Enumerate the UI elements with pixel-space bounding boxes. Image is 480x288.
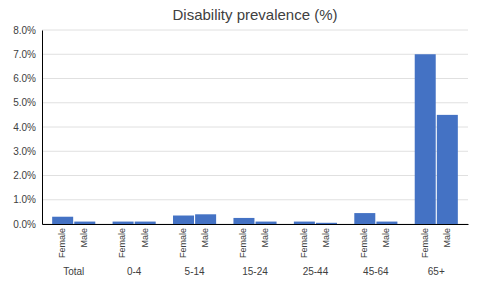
y-tick-label: 6.0% [13, 73, 36, 84]
x-tick-label: 65+ [428, 266, 445, 277]
grid-line [42, 102, 468, 103]
bar [74, 222, 95, 224]
y-tick: 3.0% [13, 146, 42, 157]
series-label: Male [260, 228, 270, 248]
y-tick-label: 1.0% [13, 194, 36, 205]
bar [437, 115, 458, 224]
y-tick: 1.0% [13, 194, 42, 205]
title: Disability prevalence (%) [172, 6, 337, 23]
y-tick: 8.0% [13, 25, 42, 36]
series-label: Male [381, 228, 391, 248]
bar [52, 217, 73, 224]
y-tick-label: 0.0% [13, 219, 36, 230]
y-tick-label: 2.0% [13, 170, 36, 181]
grid-line [42, 151, 468, 152]
x-tick-label: 5-14 [185, 266, 205, 277]
bar [173, 216, 194, 224]
series-label: Female [117, 228, 127, 258]
y-tick-label: 8.0% [13, 25, 36, 36]
series-label: Male [200, 228, 210, 248]
series-label: Male [140, 228, 150, 248]
y-tick: 2.0% [13, 170, 42, 181]
y-tick-label: 4.0% [13, 122, 36, 133]
bar [256, 222, 277, 224]
grid-line [42, 199, 468, 200]
bar [316, 223, 337, 224]
series-label: Male [79, 228, 89, 248]
x-tick-label: Total [63, 266, 84, 277]
y-tick: 7.0% [13, 49, 42, 60]
series-labels: Female Male Female Male Female Male Female Male… [57, 228, 452, 258]
plot: 0.0% 1.0% 2.0% 3.0% 4.0% 5.0% 6.0% 7.0% 8.0% Tota… [13, 25, 468, 277]
bar [354, 213, 375, 224]
grid-line [42, 127, 468, 128]
bar [135, 222, 156, 224]
y-tick: 5.0% [13, 97, 42, 108]
bar [294, 222, 315, 224]
y-axis: 0.0% 1.0% 2.0% 3.0% 4.0% 5.0% 6.0% 7.0% 8.0% [13, 25, 42, 230]
bar-series [74, 115, 458, 224]
y-tick-label: 3.0% [13, 146, 36, 157]
bar [233, 218, 254, 224]
grid-line [42, 30, 468, 31]
bar [113, 222, 134, 224]
series-label: Female [57, 228, 67, 258]
bar [195, 214, 216, 224]
chart: 0.0% 1.0% 2.0% 3.0% 4.0% 5.0% 6.0% 7.0% 8.0% Tota… [0, 0, 480, 288]
bar-series [52, 54, 436, 224]
x-tick-label: 0-4 [127, 266, 142, 277]
y-tick-label: 5.0% [13, 97, 36, 108]
grid-line [42, 78, 468, 79]
bars [52, 54, 458, 224]
series-label: Female [178, 228, 188, 258]
grid-line [42, 175, 468, 176]
bar [415, 54, 436, 224]
x-axis-line [43, 224, 469, 225]
grid-line [42, 224, 468, 225]
y-tick: 6.0% [13, 73, 42, 84]
grid [42, 30, 468, 224]
series-label: Female [359, 228, 369, 258]
series-label: Male [442, 228, 452, 248]
y-tick-label: 7.0% [13, 49, 36, 60]
series-label: Female [238, 228, 248, 258]
series-label: Female [299, 228, 309, 258]
bar [376, 222, 397, 224]
series-label: Male [321, 228, 331, 248]
x-tick-label: 45-64 [363, 266, 389, 277]
x-tick-label: 25-44 [303, 266, 329, 277]
y-tick: 4.0% [13, 122, 42, 133]
grid-line [42, 54, 468, 55]
x-tick-label: 15-24 [242, 266, 268, 277]
y-tick: 0.0% [13, 219, 42, 230]
y-axis-line [42, 31, 43, 225]
x-axis: Total 0-4 5-14 15-24 25-44 45-64 65+ [43, 224, 469, 277]
series-label: Female [420, 228, 430, 258]
